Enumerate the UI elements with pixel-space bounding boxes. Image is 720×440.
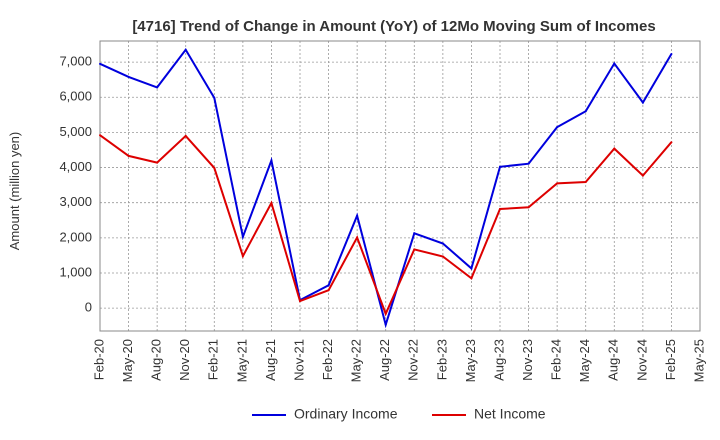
x-tick-label: May-23 [463,339,478,382]
x-tick-label: Feb-25 [663,339,678,380]
data-point [556,126,559,129]
y-tick-label: 3,000 [59,194,92,209]
plot-area: Feb-20 May-20 Aug-20 Nov-20 Feb-21 May-21 Aug-… [59,40,706,382]
x-tick-label: Aug-20 [149,339,164,381]
data-point [670,53,673,56]
data-point [270,202,273,205]
data-point [156,161,159,164]
legend-label: Ordinary Income [294,406,398,422]
x-tick-label: May-22 [349,339,364,382]
x-tick-label: Feb-23 [434,339,449,380]
x-tick-label: Aug-24 [606,339,621,381]
data-point [99,62,101,65]
data-point [527,162,530,165]
x-tick-label: Feb-21 [206,339,221,380]
data-point [241,255,244,258]
data-point [584,180,587,183]
data-point [556,182,559,185]
legend-label: Net Income [474,406,546,422]
data-point [184,48,187,51]
data-point [299,300,301,303]
y-tick-label: 7,000 [59,54,92,69]
x-tick-label: May-25 [691,339,706,382]
data-point [241,235,244,238]
x-tick-label: Aug-23 [491,339,506,381]
data-point [327,289,330,292]
data-point [413,232,416,235]
data-point [527,206,530,209]
y-tick-label: 2,000 [59,229,92,244]
data-point [441,242,444,245]
x-tick-label: Nov-20 [177,339,192,381]
data-point [213,96,216,99]
data-point [184,134,187,137]
y-tick-label: 1,000 [59,264,92,279]
data-point [127,75,130,78]
data-point [384,323,387,326]
data-point [470,267,473,270]
data-point [384,312,387,315]
data-point [670,141,673,144]
x-tick-label: May-21 [234,339,249,382]
y-tick-label: 4,000 [59,159,92,174]
x-tick-label: Feb-22 [320,339,335,380]
x-tick-label: Feb-24 [549,339,564,380]
y-tick-label: 6,000 [59,89,92,104]
data-point [499,208,501,211]
data-point [613,62,616,65]
data-point [613,147,616,150]
series-line-ordinary-income [99,48,673,329]
data-point [270,159,273,162]
x-tick-label: Nov-21 [291,339,306,381]
x-tick-label: Aug-22 [377,339,392,381]
legend: Ordinary Income Net Income [252,406,546,422]
data-point [641,101,644,104]
y-tick-label: 0 [85,300,92,315]
data-point [156,86,159,89]
data-point [213,166,216,169]
x-tick-label: May-24 [577,339,592,382]
x-tick-label: Feb-20 [91,339,106,380]
data-point [584,110,587,113]
data-point [413,248,416,251]
data-point [470,277,473,280]
data-point [127,154,130,157]
data-point [356,236,359,239]
x-tick-label: Nov-22 [406,339,421,381]
x-tick-label: Nov-23 [520,339,535,381]
data-point [327,284,330,287]
x-tick-label: Nov-24 [634,339,649,381]
y-tick-label: 5,000 [59,124,92,139]
data-point [499,165,501,168]
plot-frame [99,40,701,332]
x-tick-label: May-20 [120,339,135,382]
x-tick-label: Aug-21 [263,339,278,381]
data-point [641,174,644,177]
data-point [356,214,359,217]
data-point [99,134,101,137]
y-axis-label: Amount (million yen) [7,132,22,251]
data-point [441,255,444,258]
chart-title: [4716] Trend of Change in Amount (YoY) o… [132,18,655,35]
